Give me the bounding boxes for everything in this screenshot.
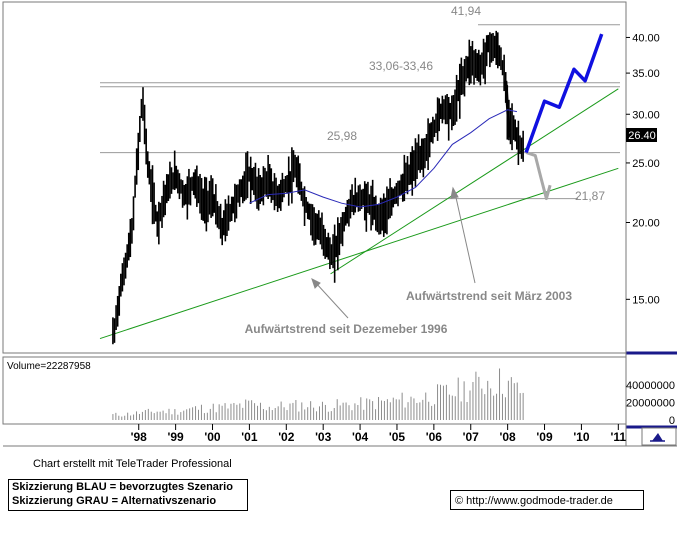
high-label: 41,94	[451, 4, 481, 18]
price-bars	[112, 30, 524, 345]
scenario-grey-path	[525, 151, 552, 201]
volume-label: Volume=22287958	[7, 361, 91, 372]
x-tick-label: '08	[500, 430, 517, 444]
x-tick-label: '02	[278, 430, 295, 444]
volume-bars	[112, 368, 524, 420]
copyright-box[interactable]: © http://www.godmode-trader.de	[450, 490, 644, 510]
y-tick-label: 40.00	[632, 32, 660, 44]
price-panel	[2, 1, 627, 354]
x-tick-label: '10	[573, 430, 590, 444]
x-tick-label: '03	[315, 430, 332, 444]
x-tick-label: '98	[131, 430, 148, 444]
x-tick-label: '09	[536, 430, 553, 444]
target-label: 21,87	[575, 189, 605, 203]
copyright-link[interactable]: © http://www.godmode-trader.de	[455, 495, 613, 507]
moving-average-line	[249, 109, 517, 208]
x-tick-label: '05	[389, 430, 406, 444]
volume-tick-label: 0	[669, 415, 675, 427]
y-tick-label: 30.00	[632, 109, 660, 121]
y-tick-label: 35.00	[632, 68, 660, 80]
resistance-label: 33,06-33,46	[369, 59, 433, 73]
volume-panel	[2, 356, 627, 425]
trendline	[330, 88, 619, 275]
x-tick-label: '00	[204, 430, 221, 444]
x-tick-label: '01	[241, 430, 258, 444]
axis-ticks: 40.00 35.00 30.00 25.00 20.00 15.00 '98 '99 '00 '…	[131, 32, 675, 444]
chart-tool-icon[interactable]	[641, 427, 677, 446]
scenario-blue-text: Skizzierung BLAU = bevorzugtes Szenario	[12, 481, 233, 493]
volume-tick-label: 40000000	[626, 380, 675, 392]
trend-2003-label: Aufwärtstrend seit März 2003	[406, 289, 572, 303]
y-tick-label: 25.00	[632, 158, 660, 170]
last-price-label: 26.40	[628, 130, 656, 142]
scenario-paths	[524, 33, 604, 201]
chart-credit: Chart erstellt mit TeleTrader Profession…	[33, 458, 232, 470]
moving-average	[249, 109, 517, 208]
x-tick-label: '11	[611, 430, 627, 444]
support-label: 25,98	[327, 129, 357, 143]
y-tick-label: 15.00	[632, 294, 660, 306]
price-bar	[504, 80, 511, 138]
trend-1996-label: Aufwärtstrend seit Dezemeber 1996	[245, 322, 448, 336]
x-tick-label: '04	[352, 430, 369, 444]
arrow-1996	[311, 278, 349, 319]
x-tick-label: '07	[463, 430, 480, 444]
y-tick-label: 20.00	[632, 218, 660, 230]
volume-tick-label: 20000000	[626, 398, 675, 410]
trendline	[99, 167, 619, 340]
arrow-2003	[450, 186, 476, 284]
x-tick-label: '06	[426, 430, 443, 444]
trendlines	[99, 88, 619, 340]
scenario-grey-text: Skizzierung GRAU = Alternativszenario	[12, 495, 217, 507]
scenario-legend: Skizzierung BLAU = bevorzugtes Szenario …	[8, 479, 248, 511]
last-price-badge	[626, 128, 657, 142]
scenario-blue-path	[524, 33, 604, 154]
x-tick-label: '99	[168, 430, 185, 444]
